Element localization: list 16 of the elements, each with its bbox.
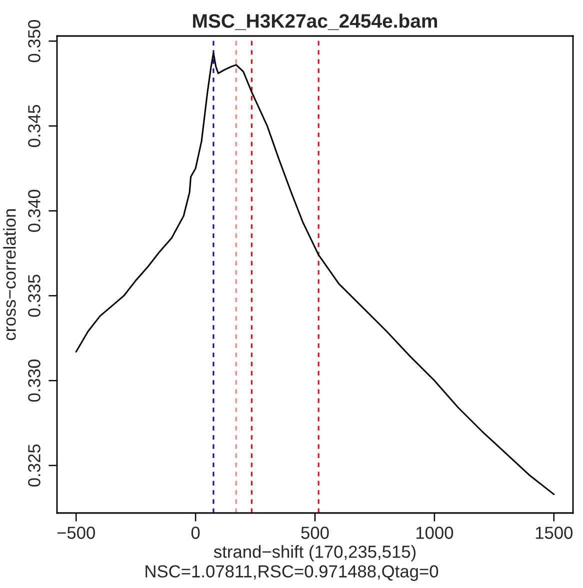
y-tick-label: 0.340 — [28, 190, 40, 232]
x-tick-label: −500 — [57, 526, 95, 539]
chart-title: MSC_H3K27ac_2454e.bam — [193, 14, 438, 30]
y-tick-label: 0.335 — [28, 274, 40, 317]
x-tick-label: 0 — [191, 526, 200, 539]
x-tick-label: 1000 — [416, 526, 454, 539]
line-series — [75, 52, 555, 496]
y-tick-label: 0.345 — [28, 104, 40, 148]
y-tick-label: 0.350 — [28, 20, 40, 62]
y-axis-title: cross−correlation — [3, 209, 16, 340]
text: NSC=1.07811,RSC=0.971488,Qtag=0 — [146, 565, 438, 581]
x-tick-label: 1500 — [536, 526, 573, 539]
x-axis-title: strand−shift (170,235,515) — [214, 545, 416, 562]
y-tick-label: 0.330 — [28, 360, 40, 402]
x-tick-label: 500 — [301, 526, 329, 539]
y-tick-label: 0.325 — [28, 444, 40, 487]
